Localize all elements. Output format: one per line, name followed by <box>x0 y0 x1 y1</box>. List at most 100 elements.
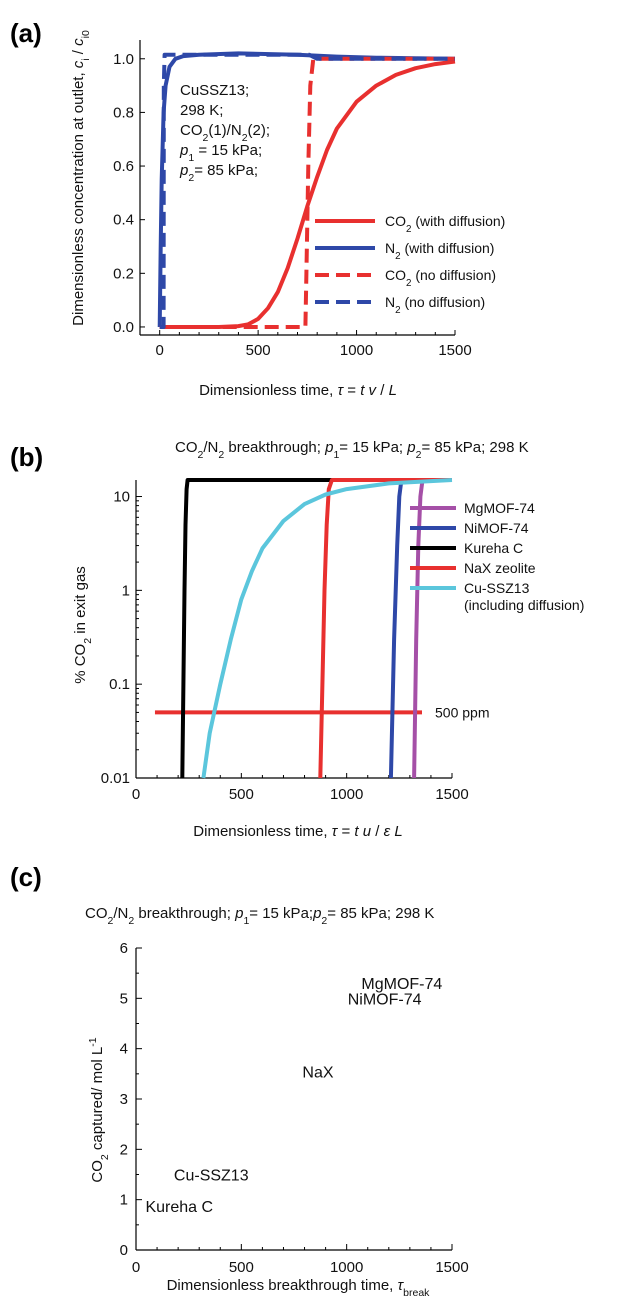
legend-entry: CO2 (no diffusion) <box>385 267 496 289</box>
x-axis-label-part: τ <box>332 823 339 840</box>
legend-entry-part: N <box>385 240 395 256</box>
legend-entry-line2: (including diffusion) <box>464 597 584 613</box>
panel-label-c: (c) <box>10 862 42 892</box>
x-tick-label: 0 <box>156 342 164 359</box>
chart-title: CO2/N2 breakthrough; p1= 15 kPa;p2= 85 k… <box>85 905 434 927</box>
annotation-part: CuSSZ13; <box>180 82 249 99</box>
chart-title-part: CO <box>85 905 108 922</box>
legend-entry: Cu-SSZ13 <box>464 580 530 596</box>
chart-title-part: = 85 kPa; 298 K <box>327 905 434 922</box>
x-axis-label-part: / <box>371 823 384 840</box>
annotation-part: (1)/N <box>208 122 241 139</box>
annotation-part: = 15 kPa; <box>194 142 262 159</box>
legend-entry: NiMOF-74 <box>464 520 529 536</box>
x-tick-label: 500 <box>246 342 271 359</box>
x-tick-label: 1000 <box>330 1259 363 1276</box>
x-axis-label-part: ε L <box>384 823 403 840</box>
x-axis-label-part: t v <box>360 382 377 399</box>
y-tick-label: 1 <box>122 582 130 599</box>
y-tick-label: 2 <box>120 1141 128 1158</box>
series-line-4 <box>201 478 453 779</box>
chart-title-part: breakthrough; <box>224 439 325 456</box>
annotation-part: 298 K; <box>180 102 223 119</box>
y-axis-label: Dimensionless concentration at outlet, c… <box>70 30 92 326</box>
series-line-2 <box>180 478 452 779</box>
legend-entry-part: 2 <box>395 305 400 316</box>
series-line-1 <box>388 478 452 779</box>
point-label: MgMOF-74 <box>361 976 442 993</box>
y-axis-label: % CO2 in exit gas <box>72 566 94 684</box>
legend-entry: Kureha C <box>464 540 523 556</box>
x-axis-label-part: L <box>389 382 397 399</box>
series-line-0 <box>159 59 456 329</box>
series-line-0 <box>412 478 452 779</box>
chart-title-part: 1 <box>333 449 339 461</box>
y-axis-label-part: -1 <box>87 1037 99 1046</box>
y-axis-label: CO2 captured/ mol L-1 <box>87 1037 111 1182</box>
chart-title-part: CO <box>175 439 198 456</box>
y-tick-label: 0.0 <box>113 319 134 336</box>
y-tick-label: 10 <box>113 489 130 506</box>
x-tick-label: 0 <box>132 786 140 803</box>
x-axis-label-part: = <box>343 382 360 399</box>
y-tick-label: 0.01 <box>101 770 130 787</box>
chart-title-part: = 85 kPa; 298 K <box>421 439 528 456</box>
x-axis-label-part: = <box>337 823 354 840</box>
y-axis-label-part: in exit gas <box>72 566 89 638</box>
annotation-line: 298 K; <box>180 102 223 119</box>
x-axis-label-part: τ <box>398 1277 405 1294</box>
x-axis-label-part: / <box>376 382 389 399</box>
x-axis-label-part: τ <box>337 382 344 399</box>
series-line-2 <box>159 56 455 329</box>
annotation-part: CO <box>180 122 203 139</box>
annotation-part: = 85 kPa; <box>194 162 258 179</box>
annotation-line: p1 = 15 kPa; <box>179 142 262 164</box>
legend-entry-part: CO <box>385 267 406 283</box>
legend-entry-part: (with diffusion) <box>401 240 495 256</box>
annotation-part: 2 <box>203 132 209 144</box>
legend-entry-part: 2 <box>406 224 411 235</box>
annotation-part: p <box>179 142 188 159</box>
y-tick-label: 4 <box>120 1041 128 1058</box>
legend-entry-part: (no diffusion) <box>401 294 486 310</box>
legend-entry-part: (with diffusion) <box>411 213 505 229</box>
chart-title-part: 2 <box>416 449 422 461</box>
y-tick-label: 6 <box>120 940 128 957</box>
annotation-line: CuSSZ13; <box>180 82 249 99</box>
chart-title-part: /N <box>113 905 128 922</box>
panel-c: (c)CO2/N2 breakthrough; p1= 15 kPa;p2= 8… <box>10 862 469 1296</box>
y-axis-label-part: Dimensionless concentration at outlet, <box>70 68 87 326</box>
chart-title-part: 1 <box>243 915 249 927</box>
y-axis-label-part: i <box>80 58 92 60</box>
point-label: NiMOF-74 <box>348 991 422 1008</box>
y-tick-label: 1.0 <box>113 51 134 68</box>
legend-entry: MgMOF-74 <box>464 500 535 516</box>
y-axis-label-part: % CO <box>72 644 89 684</box>
y-tick-label: 0.2 <box>113 265 134 282</box>
y-axis-label-part: c <box>70 60 87 68</box>
annotation-part: 1 <box>188 152 194 164</box>
panel-label-b: (b) <box>10 442 43 472</box>
annotation-line: p2= 85 kPa; <box>179 162 258 184</box>
annotation-part: 2 <box>188 172 194 184</box>
x-tick-label: 1500 <box>438 342 471 359</box>
panel-a: (a) 0.0 0.2 0.4 0.6 0.8 1.0 0 500 1000 1500 Dimensi… <box>10 18 505 399</box>
x-tick-label: 1500 <box>435 786 468 803</box>
legend-entry: N2 (with diffusion) <box>385 240 494 262</box>
x-axis-label-part: Dimensionless time, <box>199 382 337 399</box>
x-axis-label-part: break <box>403 1287 430 1296</box>
annotation-part: p <box>179 162 188 179</box>
x-tick-label: 1000 <box>330 786 363 803</box>
chart-title-part: p <box>324 439 333 456</box>
x-axis-label: Dimensionless time, τ = t u / ε L <box>193 823 402 840</box>
series-line-3 <box>318 478 452 779</box>
legend-entry-part: 2 <box>406 278 411 289</box>
chart-title-part: p <box>406 439 415 456</box>
annotation-part: 2 <box>242 132 248 144</box>
legend-entry-part: CO <box>385 213 406 229</box>
y-tick-label: 0.1 <box>109 676 130 693</box>
x-axis-label-part: Dimensionless breakthrough time, <box>167 1277 398 1294</box>
chart-title-part: p <box>312 905 321 922</box>
x-axis-label: Dimensionless time, τ = t v / L <box>199 382 397 399</box>
legend-entry: N2 (no diffusion) <box>385 294 485 316</box>
